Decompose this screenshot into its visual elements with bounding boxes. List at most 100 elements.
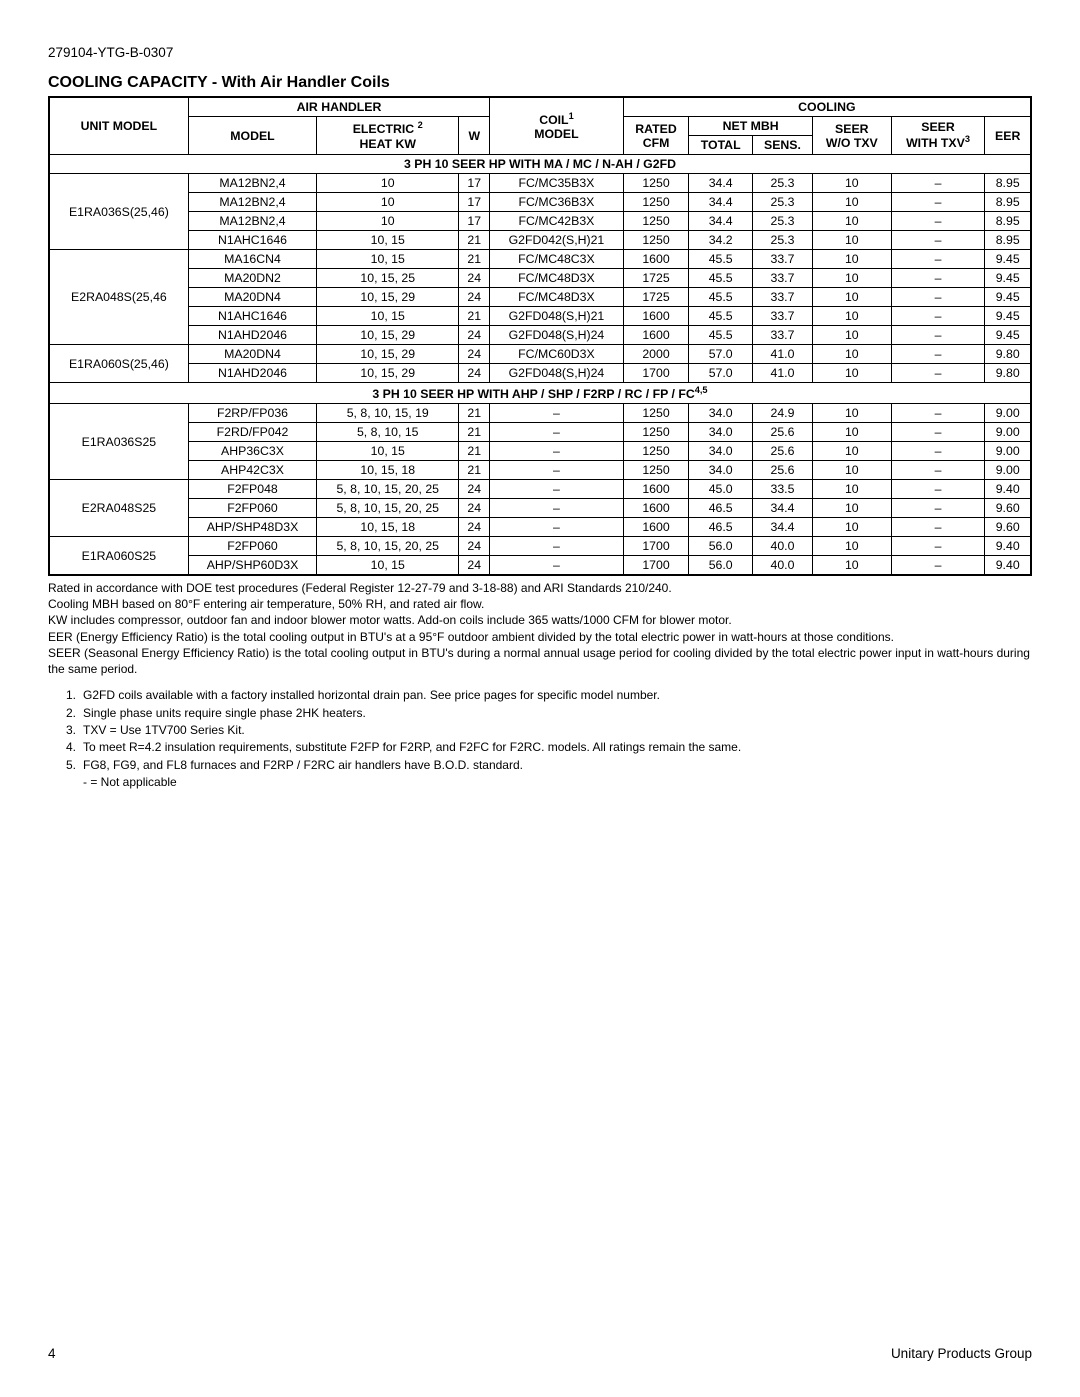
table-cell: – xyxy=(891,345,985,364)
table-cell: MA12BN2,4 xyxy=(188,212,316,231)
hdr-sens: SENS. xyxy=(752,136,812,155)
footnote-row: 3.TXV = Use 1TV700 Series Kit. xyxy=(48,722,1032,739)
table-cell: 10, 15 xyxy=(317,442,459,461)
note-line: EER (Energy Efficiency Ratio) is the tot… xyxy=(48,629,1032,645)
hdr-rated-1: RATED xyxy=(635,122,676,136)
table-cell: 45.0 xyxy=(689,480,753,499)
table-cell: 10 xyxy=(812,174,891,193)
table-cell: 10, 15, 18 xyxy=(317,518,459,537)
table-row: MA12BN2,41017FC/MC42B3X125034.425.310–8.… xyxy=(49,212,1031,231)
table-cell: 10 xyxy=(812,250,891,269)
table-cell: 10, 15 xyxy=(317,231,459,250)
hdr-eer: EER xyxy=(985,117,1031,155)
table-cell: FC/MC48C3X xyxy=(490,250,624,269)
table-cell: 10 xyxy=(812,480,891,499)
table-cell: 56.0 xyxy=(689,537,753,556)
table-cell: – xyxy=(490,423,624,442)
hdr-cooling: COOLING xyxy=(623,97,1031,117)
page-number: 4 xyxy=(48,1346,56,1361)
table-cell: – xyxy=(490,404,624,423)
table-cell: 34.2 xyxy=(689,231,753,250)
table-cell: 17 xyxy=(459,212,490,231)
table-cell: 10 xyxy=(812,499,891,518)
table-row: N1AHC164610, 1521G2FD042(S,H)21125034.22… xyxy=(49,231,1031,250)
table-cell: – xyxy=(891,442,985,461)
table-cell: 1250 xyxy=(623,231,689,250)
table-cell: 8.95 xyxy=(985,193,1031,212)
cell-unit-model: E2RA048S25 xyxy=(49,480,188,537)
table-cell: 46.5 xyxy=(689,499,753,518)
table-cell: 9.40 xyxy=(985,556,1031,576)
footnote-text: To meet R=4.2 insulation requirements, s… xyxy=(83,739,741,756)
notes-block: Rated in accordance with DOE test proced… xyxy=(48,580,1032,677)
table-cell: G2FD048(S,H)24 xyxy=(490,364,624,383)
table-cell: 1600 xyxy=(623,499,689,518)
table-cell: 1600 xyxy=(623,250,689,269)
page-footer: 4 Unitary Products Group xyxy=(48,1346,1032,1361)
table-cell: 10 xyxy=(812,556,891,576)
table-cell: – xyxy=(891,364,985,383)
table-cell: 33.7 xyxy=(752,288,812,307)
table-cell: 1600 xyxy=(623,480,689,499)
table-cell: 34.4 xyxy=(752,518,812,537)
footnote-text: FG8, FG9, and FL8 furnaces and F2RP / F2… xyxy=(83,757,523,774)
table-cell: MA20DN4 xyxy=(188,345,316,364)
table-cell: 24 xyxy=(459,345,490,364)
table-cell: 45.5 xyxy=(689,250,753,269)
table-row: E1RA036S25F2RP/FP0365, 8, 10, 15, 1921–1… xyxy=(49,404,1031,423)
table-cell: 34.4 xyxy=(689,193,753,212)
note-line: Rated in accordance with DOE test proced… xyxy=(48,580,1032,596)
table-cell: 1600 xyxy=(623,307,689,326)
table-cell: 24 xyxy=(459,326,490,345)
footnote-num: 3. xyxy=(48,722,83,739)
hdr-coil: COIL1 MODEL xyxy=(490,97,624,155)
table-cell: – xyxy=(891,404,985,423)
table-cell: 9.80 xyxy=(985,345,1031,364)
table-cell: 34.4 xyxy=(689,174,753,193)
hdr-rated-2: CFM xyxy=(643,136,670,150)
table-cell: – xyxy=(891,250,985,269)
table-cell: 24 xyxy=(459,537,490,556)
table-cell: 56.0 xyxy=(689,556,753,576)
table-cell: 24 xyxy=(459,269,490,288)
table-cell: 10 xyxy=(812,288,891,307)
table-cell: – xyxy=(891,499,985,518)
table-cell: 9.60 xyxy=(985,499,1031,518)
table-cell: 10 xyxy=(812,364,891,383)
footnote-text: G2FD coils available with a factory inst… xyxy=(83,687,660,704)
table-cell: 1700 xyxy=(623,364,689,383)
table-row: F2FP0605, 8, 10, 15, 20, 2524–160046.534… xyxy=(49,499,1031,518)
table-row: E2RA048S25F2FP0485, 8, 10, 15, 20, 2524–… xyxy=(49,480,1031,499)
table-cell: FC/MC48D3X xyxy=(490,288,624,307)
table-cell: 40.0 xyxy=(752,537,812,556)
table-cell: 9.45 xyxy=(985,326,1031,345)
table-row: MA20DN210, 15, 2524FC/MC48D3X172545.533.… xyxy=(49,269,1031,288)
table-cell: MA12BN2,4 xyxy=(188,193,316,212)
table-cell: MA12BN2,4 xyxy=(188,174,316,193)
table-cell: 33.7 xyxy=(752,250,812,269)
hdr-model: MODEL xyxy=(188,117,316,155)
hdr-total: TOTAL xyxy=(689,136,753,155)
table-cell: N1AHC1646 xyxy=(188,231,316,250)
table-cell: 1700 xyxy=(623,556,689,576)
table-cell: 9.45 xyxy=(985,307,1031,326)
cell-unit-model: E1RA060S25 xyxy=(49,537,188,576)
table-cell: 5, 8, 10, 15 xyxy=(317,423,459,442)
table-cell: – xyxy=(891,288,985,307)
table-cell: 10 xyxy=(317,174,459,193)
table-cell: 2000 xyxy=(623,345,689,364)
table-row: MA12BN2,41017FC/MC36B3X125034.425.310–8.… xyxy=(49,193,1031,212)
table-cell: 10, 15, 29 xyxy=(317,345,459,364)
table-cell: AHP42C3X xyxy=(188,461,316,480)
table-row: AHP/SHP60D3X10, 1524–170056.040.010–9.40 xyxy=(49,556,1031,576)
table-body: 3 PH 10 SEER HP WITH MA / MC / N-AH / G2… xyxy=(49,155,1031,576)
table-cell: FC/MC42B3X xyxy=(490,212,624,231)
table-cell: – xyxy=(490,442,624,461)
table-cell: 10 xyxy=(812,193,891,212)
table-cell: 9.45 xyxy=(985,269,1031,288)
table-cell: 10, 15, 29 xyxy=(317,326,459,345)
table-cell: F2FP060 xyxy=(188,537,316,556)
footnote-num: 4. xyxy=(48,739,83,756)
table-cell: – xyxy=(490,518,624,537)
table-cell: – xyxy=(490,480,624,499)
